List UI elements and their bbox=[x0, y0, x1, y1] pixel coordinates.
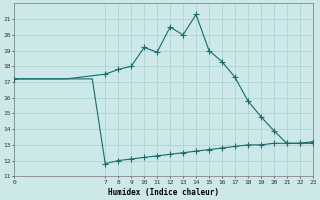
X-axis label: Humidex (Indice chaleur): Humidex (Indice chaleur) bbox=[108, 188, 219, 197]
